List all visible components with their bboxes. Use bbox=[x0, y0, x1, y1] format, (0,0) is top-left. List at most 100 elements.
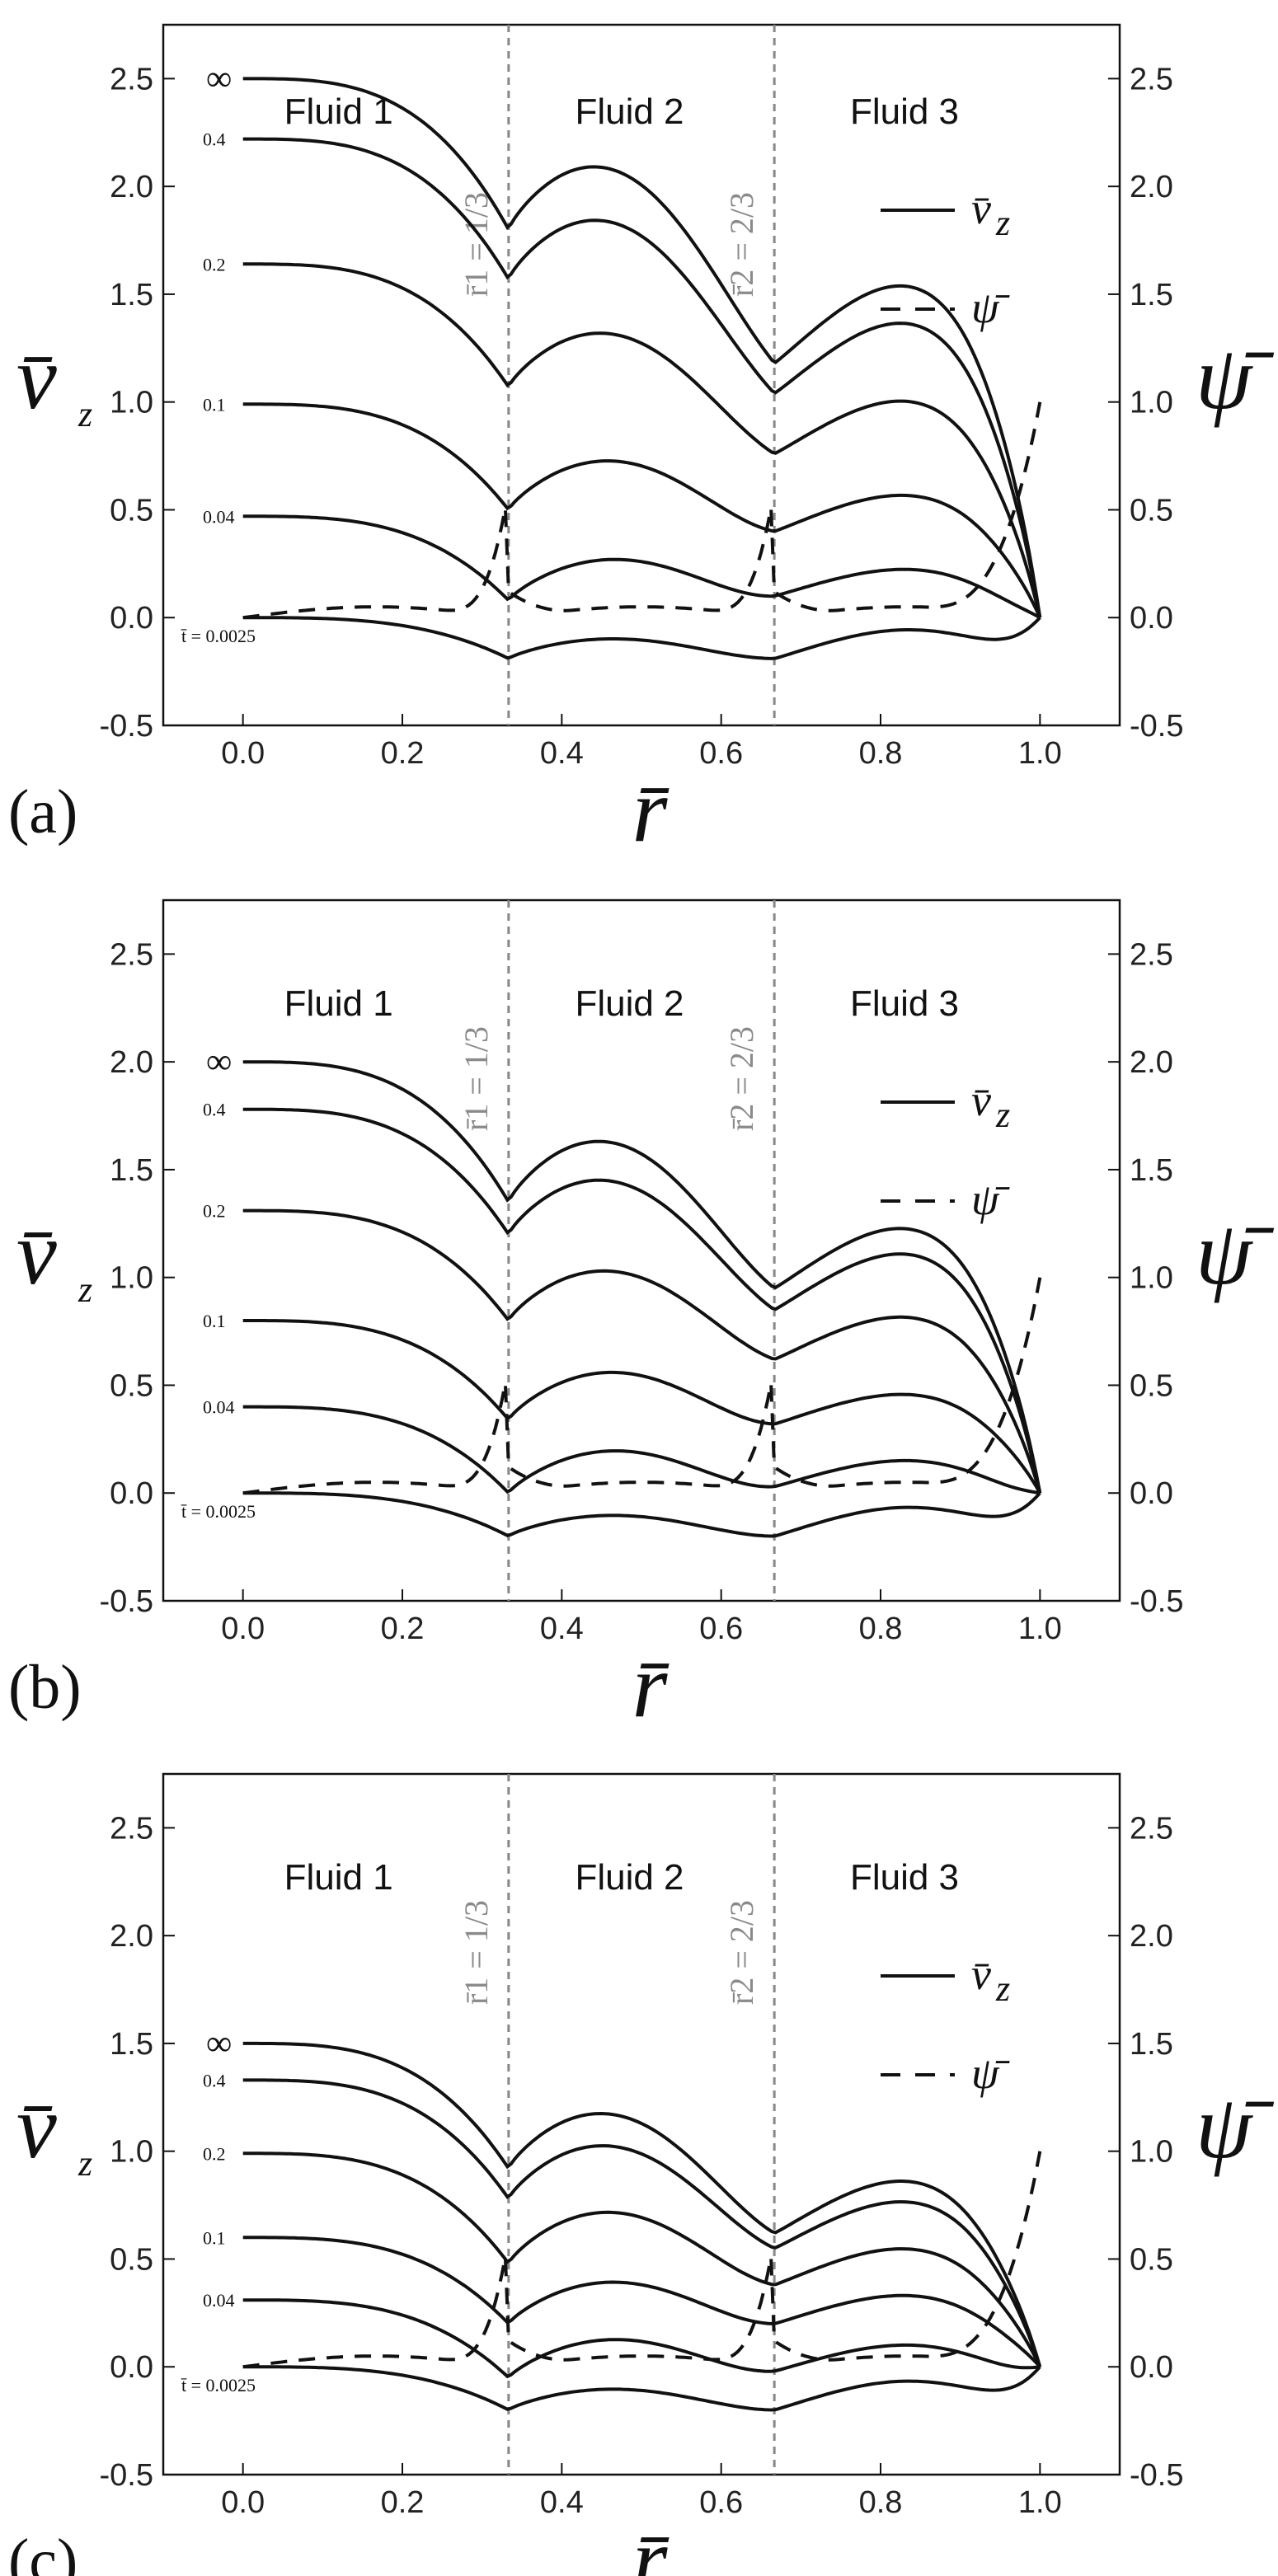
curve-label: ∞ bbox=[206, 2023, 232, 2063]
x-tick-label: 0.4 bbox=[540, 1612, 584, 1646]
y-tick-label-right: 2.0 bbox=[1130, 1045, 1173, 1080]
series-vz-line bbox=[242, 2078, 1042, 2367]
y-tick-label-left: -0.5 bbox=[100, 709, 153, 744]
x-axis-label: r̄ bbox=[632, 1635, 670, 1736]
x-tick-label: 1.0 bbox=[1018, 2485, 1062, 2520]
x-tick-label: 0.8 bbox=[859, 736, 903, 771]
plot-frame bbox=[162, 1772, 1121, 2476]
series-vz-line bbox=[242, 616, 1041, 660]
y-axis-label-left: v̄ bbox=[16, 1203, 57, 1303]
y-tick-label-right: 1.0 bbox=[1130, 386, 1173, 420]
x-tick-label: 0.2 bbox=[381, 2485, 425, 2520]
curve-label: 0.2 bbox=[203, 1201, 226, 1222]
y-tick-label-right: 1.0 bbox=[1130, 1261, 1173, 1296]
x-tick-label: 0.6 bbox=[699, 736, 743, 771]
curve-label: 0.4 bbox=[203, 2070, 226, 2090]
y-tick-label-left: 0.0 bbox=[110, 2350, 153, 2385]
curve-label: ∞ bbox=[206, 1041, 232, 1082]
y-tick-label-right: 2.5 bbox=[1130, 62, 1173, 96]
y-tick-label-left: -0.5 bbox=[100, 2458, 153, 2493]
panel-2: -0.5 -0.5 0.0 0.0 0.5 0.5 1.0 1.0 1.5 1.5 2.0 2.0 2.… bbox=[8, 899, 1274, 1736]
y-tick-label-right: -0.5 bbox=[1130, 2458, 1183, 2493]
legend-psi-label: ψ̄ bbox=[971, 2048, 1011, 2098]
y-tick-label-left: 1.5 bbox=[110, 278, 153, 312]
x-tick-label: 0.8 bbox=[859, 2485, 903, 2520]
legend-vz-sub: z bbox=[995, 203, 1010, 243]
curve-label: 0.04 bbox=[203, 506, 235, 527]
y-tick-label-left: 2.5 bbox=[110, 1811, 153, 1846]
y-tick-label-left: 2.5 bbox=[110, 62, 153, 96]
curve-label: 0.2 bbox=[203, 254, 226, 274]
region-label: Fluid 1 bbox=[284, 983, 393, 1024]
interface-label: r̄1 = 1/3 bbox=[458, 1900, 495, 2005]
y-tick-label-right: 0.0 bbox=[1130, 2350, 1173, 2385]
y-tick-label-left: 2.0 bbox=[110, 1045, 153, 1080]
curve-label: 0.1 bbox=[203, 2227, 226, 2248]
interface-label: r̄2 = 2/3 bbox=[723, 1026, 760, 1131]
series-vz-line bbox=[242, 1208, 1042, 1494]
x-tick-label: 0.4 bbox=[540, 736, 584, 771]
y-tick-label-left: 0.5 bbox=[110, 493, 153, 528]
series-psi-line bbox=[242, 401, 1042, 620]
curve-label: 0.4 bbox=[203, 129, 226, 150]
y-tick-label-right: 0.0 bbox=[1130, 1476, 1173, 1511]
x-tick-label: 0.6 bbox=[699, 2485, 743, 2520]
y-tick-label-right: 1.0 bbox=[1130, 2135, 1173, 2170]
y-tick-label-right: 0.0 bbox=[1130, 601, 1173, 636]
panel-letter: (c) bbox=[8, 2527, 78, 2576]
region-label: Fluid 1 bbox=[284, 91, 393, 132]
curve-label: 0.04 bbox=[203, 1397, 235, 1418]
y-tick-label-left: 1.5 bbox=[110, 2027, 153, 2062]
y-tick-label-left: 2.0 bbox=[110, 170, 153, 204]
y-tick-label-right: 2.0 bbox=[1130, 170, 1173, 204]
curve-label: 0.04 bbox=[203, 2290, 235, 2311]
plot-frame bbox=[162, 23, 1121, 727]
y-tick-label-right: 2.0 bbox=[1130, 1919, 1173, 1954]
legend-vz-label: v̄ bbox=[971, 1950, 991, 1999]
region-label: Fluid 2 bbox=[575, 1857, 684, 1898]
series-vz-line bbox=[242, 1491, 1041, 1538]
y-tick-label-left: -0.5 bbox=[100, 1584, 153, 1619]
plot-frame bbox=[162, 899, 1121, 1602]
region-label: Fluid 2 bbox=[575, 983, 684, 1024]
legend-vz-label: v̄ bbox=[971, 1076, 991, 1125]
curve-label: t̄ = 0.0025 bbox=[181, 2375, 256, 2395]
y-axis-label-left: v̄ bbox=[16, 327, 57, 428]
y-tick-label-right: 1.5 bbox=[1130, 1153, 1173, 1188]
legend-vz-sub: z bbox=[995, 1968, 1010, 2009]
x-tick-label: 0.8 bbox=[859, 1612, 903, 1646]
y-tick-label-left: 1.0 bbox=[110, 386, 153, 420]
series-vz-line bbox=[242, 514, 1041, 619]
series-vz-line bbox=[242, 2365, 1041, 2412]
y-tick-label-left: 2.5 bbox=[110, 937, 153, 972]
x-axis-label: r̄ bbox=[632, 2509, 670, 2576]
legend-psi-label: ψ̄ bbox=[971, 283, 1011, 332]
x-tick-label: 0.4 bbox=[540, 2485, 584, 2520]
series-vz-line bbox=[242, 1060, 1042, 1494]
panel-letter: (a) bbox=[8, 777, 78, 847]
y-tick-label-left: 1.0 bbox=[110, 2135, 153, 2170]
x-tick-label: 1.0 bbox=[1018, 1612, 1062, 1646]
y-tick-label-left: 1.0 bbox=[110, 1261, 153, 1296]
series-vz-line bbox=[242, 402, 1042, 619]
series-vz-line bbox=[242, 1107, 1042, 1494]
x-tick-label: 1.0 bbox=[1018, 736, 1062, 771]
x-tick-label: 0.0 bbox=[221, 736, 265, 771]
y-axis-label-right: ψ̄ bbox=[1196, 1203, 1274, 1303]
y-tick-label-right: 2.5 bbox=[1130, 1811, 1173, 1846]
series-vz-line bbox=[242, 2041, 1042, 2367]
interface-label: r̄2 = 2/3 bbox=[723, 192, 760, 297]
series-vz-line bbox=[242, 2298, 1041, 2379]
x-tick-label: 0.2 bbox=[381, 736, 425, 771]
x-tick-label: 0.0 bbox=[221, 1612, 265, 1646]
series-vz-line bbox=[242, 1405, 1041, 1495]
x-tick-label: 0.0 bbox=[221, 2485, 265, 2520]
region-label: Fluid 2 bbox=[575, 91, 684, 132]
series-vz-line bbox=[242, 2236, 1041, 2368]
panel-1: -0.5 -0.5 0.0 0.0 0.5 0.5 1.0 1.0 1.5 1.5 2.0 2.0 2.… bbox=[8, 23, 1274, 861]
y-tick-label-left: 0.0 bbox=[110, 1476, 153, 1511]
y-tick-label-right: 0.5 bbox=[1130, 1368, 1173, 1403]
y-axis-label-left-sub: z bbox=[78, 394, 92, 434]
panel-3: -0.5 -0.5 0.0 0.0 0.5 0.5 1.0 1.0 1.5 1.5 2.0 2.0 2.… bbox=[8, 1772, 1274, 2576]
